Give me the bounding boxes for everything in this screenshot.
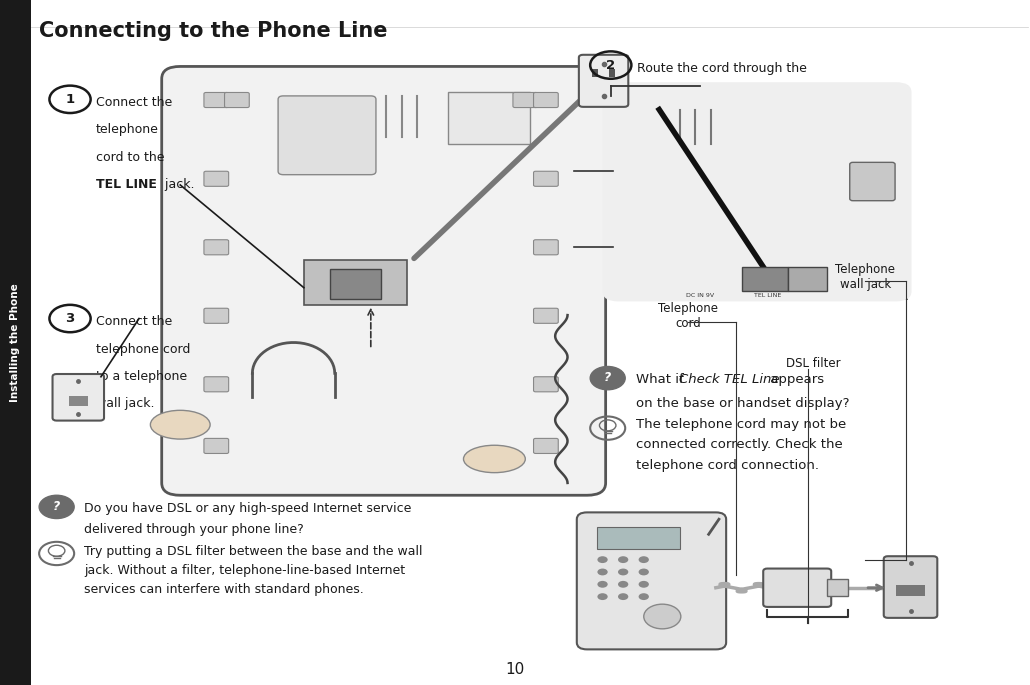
Text: Installing the Phone: Installing the Phone [10, 283, 21, 402]
Circle shape [597, 581, 608, 588]
FancyBboxPatch shape [613, 86, 906, 298]
FancyBboxPatch shape [577, 512, 726, 649]
FancyBboxPatch shape [204, 171, 229, 186]
Text: ?: ? [53, 500, 61, 512]
Text: cord to the: cord to the [96, 151, 165, 164]
FancyBboxPatch shape [850, 162, 895, 201]
Circle shape [618, 556, 628, 563]
Circle shape [597, 593, 608, 600]
Text: Try putting a DSL filter between the base and the wall: Try putting a DSL filter between the bas… [84, 545, 423, 558]
Circle shape [618, 581, 628, 588]
FancyBboxPatch shape [788, 267, 827, 291]
Text: Check TEL Line: Check TEL Line [679, 373, 780, 386]
Circle shape [639, 569, 649, 575]
Text: 10: 10 [506, 662, 524, 677]
Text: jack.: jack. [161, 178, 195, 191]
Text: Route the cord through the: Route the cord through the [637, 62, 806, 75]
Text: ?: ? [604, 371, 612, 384]
FancyBboxPatch shape [304, 260, 407, 305]
Text: Connect the: Connect the [96, 96, 172, 109]
Text: The telephone cord may not be: The telephone cord may not be [636, 418, 846, 431]
FancyBboxPatch shape [763, 569, 831, 607]
Text: molded wiring channel.: molded wiring channel. [637, 90, 784, 103]
FancyBboxPatch shape [204, 438, 229, 453]
FancyBboxPatch shape [330, 269, 381, 299]
FancyBboxPatch shape [225, 92, 249, 108]
FancyBboxPatch shape [896, 585, 925, 596]
Text: telephone cord connection.: telephone cord connection. [636, 459, 819, 472]
FancyBboxPatch shape [534, 377, 558, 392]
FancyBboxPatch shape [204, 377, 229, 392]
Text: on the base or handset display?: on the base or handset display? [636, 397, 849, 410]
FancyBboxPatch shape [69, 396, 88, 406]
Circle shape [639, 593, 649, 600]
Circle shape [618, 593, 628, 600]
FancyBboxPatch shape [579, 55, 628, 107]
Text: TEL LINE: TEL LINE [754, 293, 781, 298]
Text: Connect the: Connect the [96, 315, 172, 328]
FancyBboxPatch shape [592, 68, 598, 77]
FancyBboxPatch shape [204, 92, 229, 108]
Text: Telephone
cord: Telephone cord [658, 303, 718, 330]
Text: Telephone
wall jack: Telephone wall jack [835, 264, 895, 291]
FancyBboxPatch shape [609, 68, 615, 77]
FancyBboxPatch shape [204, 240, 229, 255]
Text: telephone cord: telephone cord [96, 342, 191, 356]
Text: DC IN 9V: DC IN 9V [686, 293, 715, 298]
Text: DSL filter: DSL filter [786, 357, 842, 369]
Text: 2: 2 [607, 59, 615, 71]
Ellipse shape [150, 410, 210, 439]
FancyBboxPatch shape [204, 308, 229, 323]
FancyBboxPatch shape [534, 438, 558, 453]
Ellipse shape [464, 445, 525, 473]
Text: to a telephone: to a telephone [96, 370, 186, 383]
FancyBboxPatch shape [603, 82, 912, 301]
Circle shape [39, 495, 74, 519]
FancyBboxPatch shape [742, 267, 788, 291]
FancyBboxPatch shape [534, 308, 558, 323]
Text: delivered through your phone line?: delivered through your phone line? [84, 523, 304, 536]
Circle shape [618, 569, 628, 575]
FancyBboxPatch shape [53, 374, 104, 421]
Text: services can interfere with standard phones.: services can interfere with standard pho… [84, 583, 365, 596]
FancyBboxPatch shape [827, 579, 848, 596]
Text: appears: appears [766, 373, 824, 386]
FancyBboxPatch shape [278, 96, 376, 175]
FancyBboxPatch shape [534, 92, 558, 108]
Text: 1: 1 [66, 93, 74, 105]
Text: connected correctly. Check the: connected correctly. Check the [636, 438, 843, 451]
Circle shape [590, 366, 625, 390]
FancyBboxPatch shape [448, 92, 530, 144]
Text: Do you have DSL or any high-speed Internet service: Do you have DSL or any high-speed Intern… [84, 502, 412, 515]
FancyBboxPatch shape [534, 171, 558, 186]
FancyBboxPatch shape [513, 92, 538, 108]
Text: telephone: telephone [96, 123, 159, 136]
Circle shape [597, 569, 608, 575]
FancyBboxPatch shape [162, 66, 606, 495]
Circle shape [639, 581, 649, 588]
Text: wall jack.: wall jack. [96, 397, 154, 410]
FancyBboxPatch shape [534, 240, 558, 255]
Text: Connecting to the Phone Line: Connecting to the Phone Line [39, 21, 387, 40]
FancyBboxPatch shape [884, 556, 937, 618]
Circle shape [644, 604, 681, 629]
Text: 3: 3 [66, 312, 74, 325]
Text: TEL LINE: TEL LINE [96, 178, 157, 191]
Circle shape [597, 556, 608, 563]
Text: What if: What if [636, 373, 687, 386]
Circle shape [639, 556, 649, 563]
FancyBboxPatch shape [0, 0, 31, 685]
FancyBboxPatch shape [597, 527, 680, 549]
Text: jack. Without a filter, telephone-line-based Internet: jack. Without a filter, telephone-line-b… [84, 564, 406, 577]
